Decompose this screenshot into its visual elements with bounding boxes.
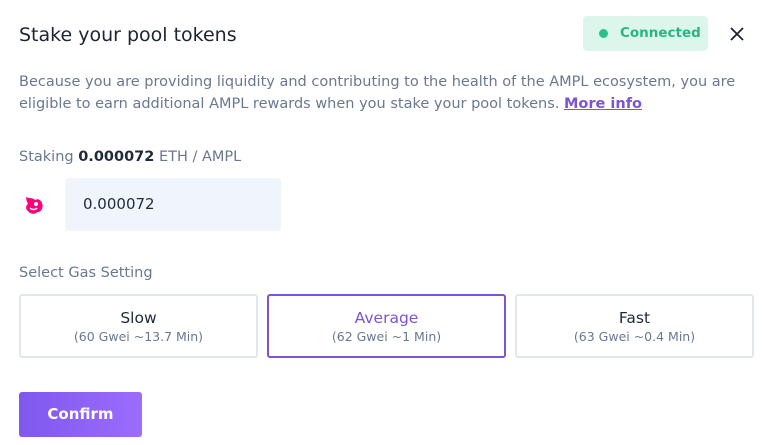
status-dot	[599, 29, 608, 38]
gas-option-detail: (62 Gwei ~1 Min)	[331, 329, 442, 344]
close-button[interactable]	[729, 26, 745, 42]
gas-option-name: Fast	[618, 309, 651, 327]
gas-option-name: Slow	[120, 309, 157, 327]
gas-label: Select Gas Setting	[19, 265, 153, 281]
gas-option-name: Average	[354, 309, 419, 327]
gas-option[interactable]: Slow (60 Gwei ~13.7 Min)	[19, 294, 258, 358]
modal-title: Stake your pool tokens	[19, 24, 237, 46]
confirm-button[interactable]: Confirm	[19, 392, 142, 437]
gas-option[interactable]: Average (62 Gwei ~1 Min)	[267, 294, 506, 358]
gas-option-detail: (63 Gwei ~0.4 Min)	[573, 329, 696, 344]
status-badge: Connected	[583, 16, 708, 51]
staking-amount: 0.000072	[78, 149, 155, 165]
gas-option-detail: (60 Gwei ~13.7 Min)	[73, 329, 204, 344]
amount-input[interactable]: 0.000072	[65, 178, 281, 231]
uniswap-icon	[26, 197, 43, 214]
gas-option[interactable]: Fast (63 Gwei ~0.4 Min)	[515, 294, 754, 358]
staking-pair: ETH / AMPL	[158, 149, 242, 165]
status-text: Connected	[620, 25, 701, 41]
more-info-link[interactable]: More info	[564, 96, 642, 112]
description: Because you are providing liquidity and …	[19, 71, 754, 115]
staking-word: Staking	[19, 149, 74, 165]
description-text: Because you are providing liquidity and …	[19, 74, 736, 112]
staking-label: Staking 0.000072 ETH / AMPL	[19, 149, 241, 165]
